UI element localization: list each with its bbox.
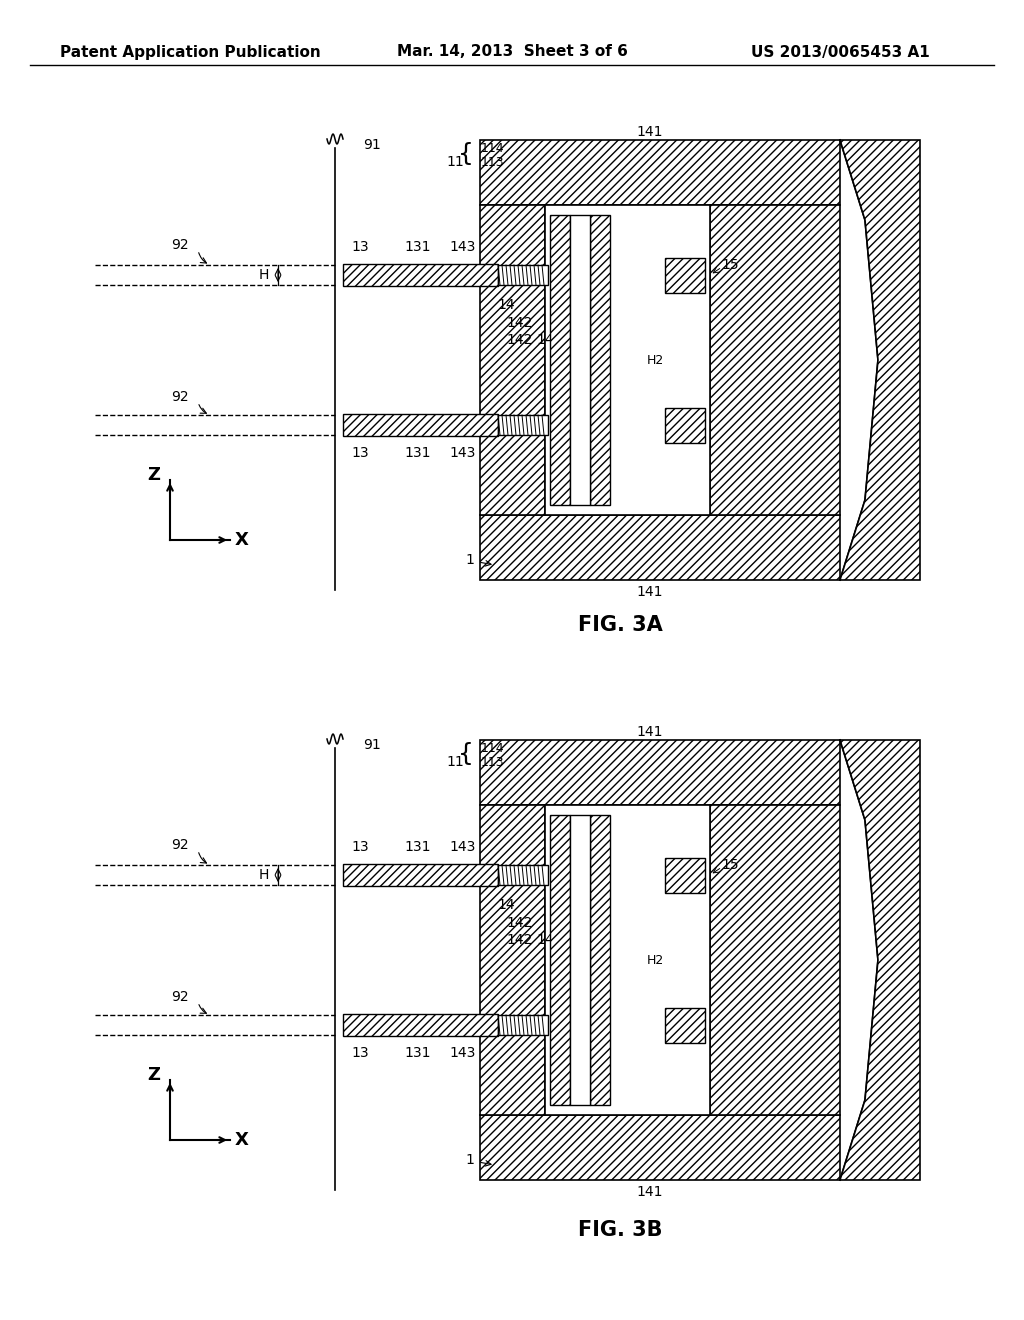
Text: 11: 11 [446, 154, 464, 169]
Text: 142: 142 [507, 315, 534, 330]
Bar [590, 814, 610, 1105]
Text: 143: 143 [450, 446, 476, 459]
Bar [545, 205, 710, 515]
Text: Z: Z [147, 1067, 161, 1084]
Text: FIG. 3B: FIG. 3B [578, 1220, 663, 1239]
Text: 15: 15 [721, 858, 738, 873]
Text: 142: 142 [507, 916, 534, 931]
Text: 143: 143 [450, 240, 476, 253]
Text: H2: H2 [646, 354, 664, 367]
Bar [498, 414, 548, 436]
Bar [550, 215, 570, 506]
Bar [498, 865, 548, 884]
Bar [570, 814, 590, 1105]
Polygon shape [840, 741, 920, 1180]
Text: H1: H1 [561, 953, 579, 966]
Polygon shape [840, 140, 920, 579]
Text: 14: 14 [498, 298, 515, 312]
Text: H1: H1 [561, 354, 579, 367]
Bar [710, 205, 840, 515]
Text: 141: 141 [637, 585, 664, 599]
Text: 142: 142 [507, 333, 534, 347]
Text: 14: 14 [537, 333, 554, 347]
Bar [498, 265, 548, 285]
Text: 152: 152 [681, 273, 705, 286]
Text: 14: 14 [537, 933, 554, 946]
Text: 131: 131 [404, 446, 431, 459]
Text: 131: 131 [404, 240, 431, 253]
Text: US 2013/0065453 A1: US 2013/0065453 A1 [751, 45, 930, 59]
Text: 13: 13 [351, 1045, 369, 1060]
Text: H2: H2 [646, 953, 664, 966]
Text: 14: 14 [498, 898, 515, 912]
Text: {: { [458, 742, 474, 766]
Bar [480, 205, 545, 515]
Text: 13: 13 [351, 446, 369, 459]
Bar [343, 1014, 498, 1036]
Bar [343, 865, 498, 886]
Text: 143: 143 [450, 1045, 476, 1060]
Text: 152: 152 [681, 1023, 705, 1036]
Text: X: X [236, 531, 249, 549]
Bar [665, 408, 705, 444]
Text: 113: 113 [480, 755, 504, 768]
Bar [480, 805, 545, 1115]
Text: 11: 11 [446, 755, 464, 770]
Bar [545, 805, 710, 1115]
Text: 113: 113 [480, 156, 504, 169]
Text: Mar. 14, 2013  Sheet 3 of 6: Mar. 14, 2013 Sheet 3 of 6 [396, 45, 628, 59]
Text: 131: 131 [404, 840, 431, 854]
Text: 1: 1 [466, 553, 474, 568]
Text: 91: 91 [362, 738, 381, 752]
Text: 114: 114 [480, 742, 504, 755]
Text: 92: 92 [171, 238, 188, 252]
Bar [343, 264, 498, 286]
Text: 1: 1 [466, 1152, 474, 1167]
Text: X: X [236, 1131, 249, 1148]
Text: Z: Z [147, 466, 161, 484]
Text: 92: 92 [171, 838, 188, 851]
Bar [480, 515, 840, 579]
Text: FIG. 3A: FIG. 3A [578, 615, 663, 635]
Text: 92: 92 [171, 990, 188, 1005]
Bar [665, 858, 705, 894]
Bar [480, 140, 840, 205]
Bar [550, 814, 570, 1105]
Text: 91: 91 [362, 139, 381, 152]
Text: 152: 152 [681, 874, 705, 887]
Bar [590, 215, 610, 506]
Bar [710, 805, 840, 1115]
Text: 13: 13 [351, 840, 369, 854]
Text: 143: 143 [450, 840, 476, 854]
Text: 13: 13 [351, 240, 369, 253]
Text: 142: 142 [507, 933, 534, 946]
Bar [480, 1115, 840, 1180]
Bar [343, 414, 498, 436]
Text: H: H [259, 268, 269, 282]
Bar [665, 257, 705, 293]
Text: {: { [458, 143, 474, 166]
Text: 15: 15 [721, 257, 738, 272]
Text: 152: 152 [681, 424, 705, 437]
Text: 141: 141 [637, 1185, 664, 1199]
Bar [665, 1008, 705, 1043]
Text: 131: 131 [404, 1045, 431, 1060]
Text: H: H [259, 869, 269, 882]
Bar [570, 215, 590, 506]
Bar [480, 741, 840, 805]
Bar [498, 1015, 548, 1035]
Text: Patent Application Publication: Patent Application Publication [59, 45, 321, 59]
Text: 141: 141 [637, 725, 664, 739]
Text: 114: 114 [480, 141, 504, 154]
Text: 92: 92 [171, 389, 188, 404]
Text: 141: 141 [637, 125, 664, 139]
